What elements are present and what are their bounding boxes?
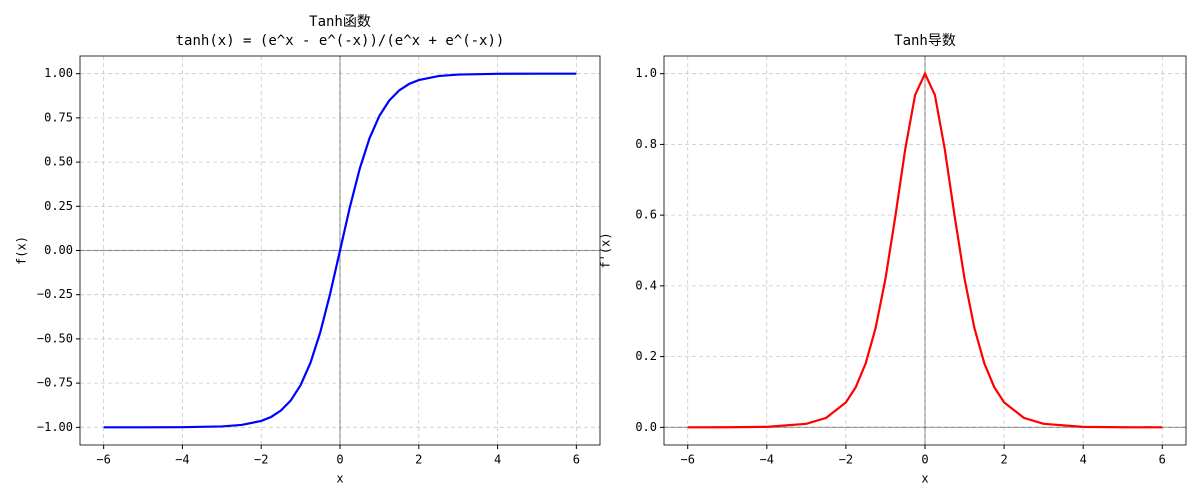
x-tick-label: 6 — [573, 453, 580, 467]
x-tick-label: −6 — [96, 453, 110, 467]
x-tick-label: −2 — [254, 453, 268, 467]
y-tick-label: 0.50 — [44, 155, 73, 169]
y-tick-label: −0.25 — [37, 287, 73, 301]
y-tick-label: 0.8 — [635, 137, 657, 151]
x-axis-label: x — [921, 472, 928, 486]
y-tick-label: 0.2 — [635, 349, 657, 363]
data-line — [687, 71, 1163, 429]
x-tick-label: 6 — [1159, 453, 1166, 467]
chart-title: Tanh导数 — [894, 33, 956, 49]
chart-subtitle: tanh(x) = (e^x - e^(-x))/(e^x + e^(-x)) — [176, 33, 505, 49]
y-tick-label: 0.4 — [635, 278, 657, 292]
y-tick-label: 0.6 — [635, 208, 657, 222]
y-axis-label: f(x) — [15, 236, 29, 265]
x-tick-label: −4 — [175, 453, 189, 467]
x-tick-label: 0 — [336, 453, 343, 467]
x-axis-label: x — [336, 472, 343, 486]
y-tick-label: 0.75 — [44, 110, 73, 124]
y-tick-label: 0.0 — [635, 420, 657, 434]
x-tick-label: 4 — [1080, 453, 1087, 467]
y-axis-label: f'(x) — [599, 232, 613, 268]
y-tick-label: 0.00 — [44, 243, 73, 257]
x-tick-label: 2 — [1000, 453, 1007, 467]
x-tick-label: −4 — [760, 453, 774, 467]
x-tick-label: −6 — [681, 453, 695, 467]
x-tick-label: 0 — [921, 453, 928, 467]
y-tick-label: 1.00 — [44, 66, 73, 80]
x-tick-label: 2 — [415, 453, 422, 467]
plot-frame — [663, 55, 1187, 446]
data-line — [103, 72, 577, 429]
y-tick-label: −1.00 — [37, 420, 73, 434]
chart-title: Tanh函数 — [309, 14, 371, 30]
x-tick-label: −2 — [839, 453, 853, 467]
x-tick-label: 4 — [494, 453, 501, 467]
y-tick-label: −0.50 — [37, 331, 73, 345]
y-tick-label: −0.75 — [37, 376, 73, 390]
y-tick-label: 0.25 — [44, 199, 73, 213]
plot-frame — [79, 55, 601, 446]
y-tick-label: 1.0 — [635, 66, 657, 80]
